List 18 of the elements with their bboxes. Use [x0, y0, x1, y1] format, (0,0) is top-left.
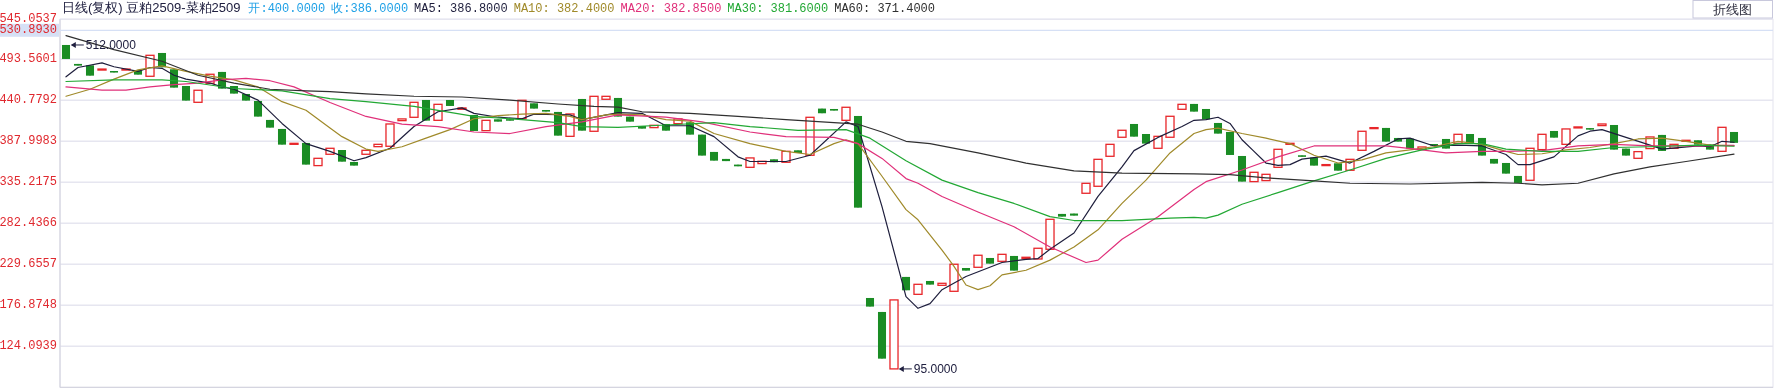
- y-tick-label: 493.5601: [0, 52, 57, 67]
- text: 收:386.0000: [331, 2, 409, 16]
- y-tick-label: 387.9983: [0, 134, 57, 149]
- y-tick-label: 440.7792: [0, 93, 57, 108]
- y-tick-label: 176.8748: [0, 298, 57, 313]
- text: MA30: 381.6000: [727, 2, 829, 16]
- text: MA60: 371.4000: [834, 2, 936, 16]
- text: MA20: 382.8500: [620, 2, 722, 16]
- y-tick-label: 124.0939: [0, 339, 57, 354]
- text: MA10: 382.4000: [513, 2, 615, 16]
- y-tick-label: 335.2175: [0, 175, 57, 190]
- text: 开:400.0000: [248, 2, 326, 16]
- y-tick-label: 282.4366: [0, 216, 57, 231]
- text: MA5: 386.8000: [414, 2, 508, 16]
- annotation: 95.0000: [913, 361, 958, 376]
- button: 折线图: [1692, 0, 1773, 19]
- chart-title: 日线(复权) 豆粕2509-菜粕2509: [62, 0, 241, 15]
- y-tick-label: 229.6557: [0, 257, 57, 272]
